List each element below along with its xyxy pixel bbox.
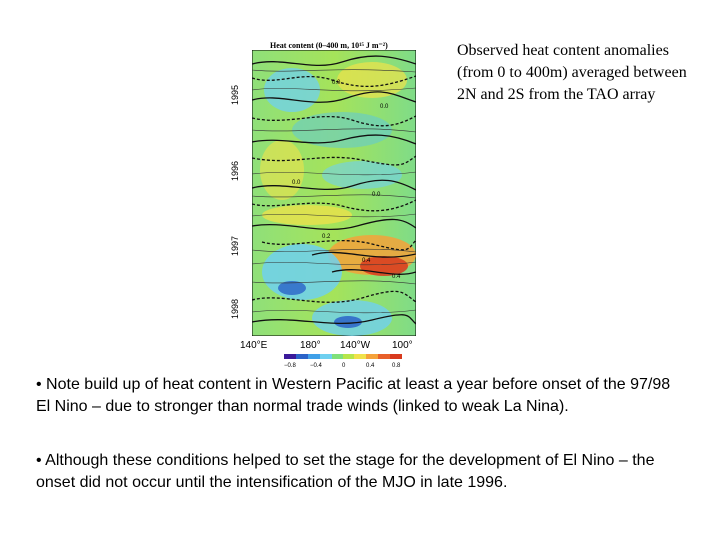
bullet-point-1: • Note build up of heat content in Weste… (36, 376, 671, 415)
year-label-1995: 1995 (230, 84, 240, 106)
figure-title: Heat content (0–400 m, 10¹⁵ J m⁻²) (270, 41, 388, 50)
bullet-point-2: • Although these conditions helped to se… (36, 452, 655, 491)
contour-label: 0.4 (362, 258, 371, 264)
contour-lines (252, 55, 416, 325)
colorbar-tick: −0.8 (284, 363, 296, 369)
contour-label: 0.2 (322, 234, 331, 240)
contour-label: 0.4 (392, 274, 401, 280)
contour-label: 0.0 (372, 192, 381, 198)
contour-label: 0.0 (332, 80, 341, 86)
lon-label-180: 180° (300, 340, 321, 351)
year-label-1998: 1998 (230, 298, 240, 320)
anomaly-patches (260, 62, 416, 336)
colorbar-tick: 0 (342, 363, 346, 369)
lon-label-140w: 140°W (340, 340, 371, 351)
figure-caption: Observed heat content anomalies (from 0 … (457, 42, 687, 103)
year-label-1997: 1997 (230, 235, 240, 257)
colorbar-tick: 0.8 (392, 363, 401, 369)
thin-contours (252, 69, 416, 314)
lon-label-140e: 140°E (240, 340, 268, 351)
hovmoller-plot: 0.0 0.0 0.0 0.0 0.2 0.4 0.4 (252, 50, 416, 336)
contour-labels: 0.0 0.0 0.0 0.0 0.2 0.4 0.4 (292, 80, 401, 280)
year-label-1996: 1996 (230, 160, 240, 182)
lon-label-100: 100° (392, 340, 413, 351)
colorbar-tick: −0.4 (310, 363, 322, 369)
contour-label: 0.0 (380, 104, 389, 110)
contour-label: 0.0 (292, 180, 301, 186)
colorbar (284, 354, 402, 359)
heat-content-figure: Heat content (0–400 m, 10¹⁵ J m⁻²) 1995 … (226, 38, 422, 374)
colorbar-tick: 0.4 (366, 363, 375, 369)
